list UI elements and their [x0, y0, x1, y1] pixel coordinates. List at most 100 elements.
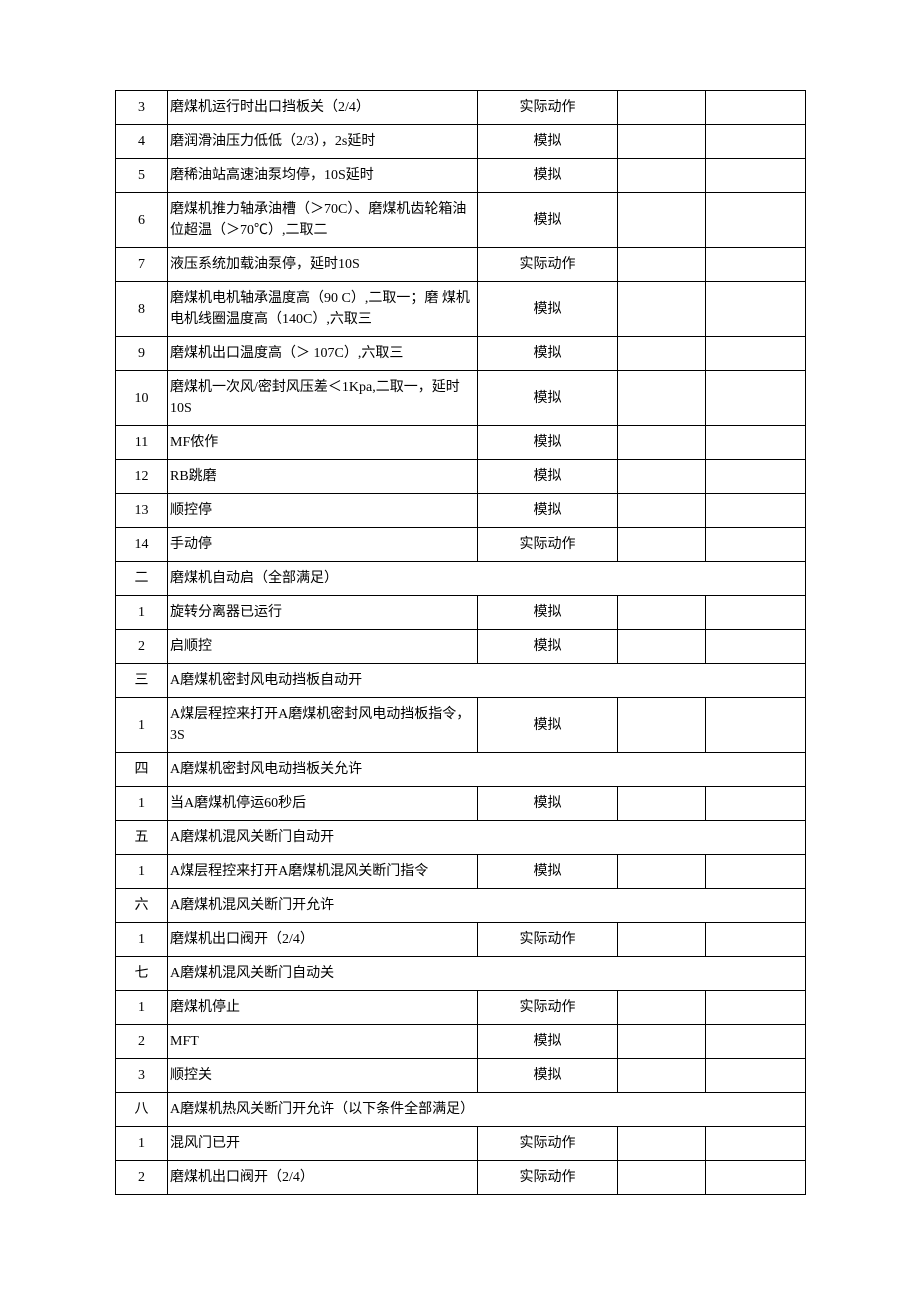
row-number: 13	[116, 494, 168, 528]
table-row: 10磨煤机一次风/密封风压差＜1Kpa,二取一，延时10S模拟	[116, 371, 806, 426]
row-description: A煤层程控来打开A磨煤机混风关断门指令	[168, 855, 478, 889]
row-empty-1	[618, 596, 706, 630]
table-row: 4磨润滑油压力低低（2/3），2s延时模拟	[116, 125, 806, 159]
row-description: 磨煤机电机轴承温度高（90 C）,二取一；磨 煤机电机线圈温度高（140C）,六…	[168, 282, 478, 337]
table-row: 六A磨煤机混风关断门开允许	[116, 889, 806, 923]
row-method: 模拟	[478, 282, 618, 337]
row-empty-2	[706, 528, 806, 562]
row-number: 1	[116, 698, 168, 753]
row-empty-1	[618, 426, 706, 460]
row-method: 模拟	[478, 460, 618, 494]
row-empty-1	[618, 159, 706, 193]
row-description: 磨煤机出口温度高（＞ 107C）,六取三	[168, 337, 478, 371]
table-row: 1旋转分离器已运行模拟	[116, 596, 806, 630]
row-description: 磨稀油站高速油泵均停，10S延时	[168, 159, 478, 193]
row-method: 实际动作	[478, 91, 618, 125]
table-row: 9磨煤机出口温度高（＞ 107C）,六取三模拟	[116, 337, 806, 371]
section-title: A磨煤机热风关断门开允许（以下条件全部满足）	[168, 1093, 806, 1127]
section-title: A磨煤机密封风电动挡板自动开	[168, 664, 806, 698]
row-empty-1	[618, 282, 706, 337]
row-empty-1	[618, 193, 706, 248]
row-number: 1	[116, 787, 168, 821]
table-row: 12RB跳磨模拟	[116, 460, 806, 494]
row-empty-2	[706, 596, 806, 630]
row-description: A煤层程控来打开A磨煤机密封风电动挡板指令，3S	[168, 698, 478, 753]
table-row: 三A磨煤机密封风电动挡板自动开	[116, 664, 806, 698]
row-empty-1	[618, 1059, 706, 1093]
row-number: 7	[116, 248, 168, 282]
row-empty-2	[706, 159, 806, 193]
row-method: 实际动作	[478, 923, 618, 957]
table-row: 11MF侬作模拟	[116, 426, 806, 460]
row-description: MF侬作	[168, 426, 478, 460]
row-number: 8	[116, 282, 168, 337]
row-number: 八	[116, 1093, 168, 1127]
table-row: 3磨煤机运行时出口挡板关（2/4）实际动作	[116, 91, 806, 125]
row-number: 3	[116, 1059, 168, 1093]
row-empty-2	[706, 991, 806, 1025]
row-empty-1	[618, 125, 706, 159]
row-description: 磨煤机一次风/密封风压差＜1Kpa,二取一，延时10S	[168, 371, 478, 426]
row-empty-2	[706, 460, 806, 494]
row-method: 模拟	[478, 371, 618, 426]
table-row: 13顺控停模拟	[116, 494, 806, 528]
table-row: 5磨稀油站高速油泵均停，10S延时模拟	[116, 159, 806, 193]
table-row: 1A煤层程控来打开A磨煤机混风关断门指令模拟	[116, 855, 806, 889]
row-description: 磨煤机推力轴承油槽（＞70C）、磨煤机齿轮箱油位超温（＞70℃）,二取二	[168, 193, 478, 248]
row-method: 模拟	[478, 159, 618, 193]
row-description: 磨煤机出口阀开（2/4）	[168, 923, 478, 957]
row-number: 2	[116, 1025, 168, 1059]
row-description: 混风门已开	[168, 1127, 478, 1161]
row-method: 模拟	[478, 787, 618, 821]
row-number: 6	[116, 193, 168, 248]
row-empty-1	[618, 630, 706, 664]
row-number: 10	[116, 371, 168, 426]
row-empty-2	[706, 698, 806, 753]
row-number: 12	[116, 460, 168, 494]
row-method: 实际动作	[478, 991, 618, 1025]
row-method: 模拟	[478, 193, 618, 248]
row-number: 1	[116, 1127, 168, 1161]
row-empty-1	[618, 528, 706, 562]
row-method: 实际动作	[478, 248, 618, 282]
table-row: 14手动停实际动作	[116, 528, 806, 562]
row-number: 11	[116, 426, 168, 460]
row-method: 模拟	[478, 855, 618, 889]
table-row: 6磨煤机推力轴承油槽（＞70C）、磨煤机齿轮箱油位超温（＞70℃）,二取二模拟	[116, 193, 806, 248]
row-empty-2	[706, 1127, 806, 1161]
row-method: 实际动作	[478, 1127, 618, 1161]
row-empty-2	[706, 371, 806, 426]
row-empty-1	[618, 91, 706, 125]
row-method: 模拟	[478, 1059, 618, 1093]
row-method: 模拟	[478, 494, 618, 528]
row-empty-1	[618, 248, 706, 282]
row-empty-1	[618, 337, 706, 371]
row-method: 模拟	[478, 125, 618, 159]
row-number: 1	[116, 855, 168, 889]
row-description: 顺控停	[168, 494, 478, 528]
row-method: 模拟	[478, 698, 618, 753]
table-row: 7液压系统加载油泵停，延时10S实际动作	[116, 248, 806, 282]
row-method: 模拟	[478, 1025, 618, 1059]
row-number: 二	[116, 562, 168, 596]
table-row: 1磨煤机停止实际动作	[116, 991, 806, 1025]
row-empty-1	[618, 991, 706, 1025]
row-empty-2	[706, 337, 806, 371]
row-empty-2	[706, 248, 806, 282]
table-row: 2MFT模拟	[116, 1025, 806, 1059]
table-row: 3顺控关模拟	[116, 1059, 806, 1093]
row-empty-2	[706, 855, 806, 889]
row-empty-2	[706, 923, 806, 957]
row-method: 实际动作	[478, 1161, 618, 1195]
row-empty-1	[618, 1161, 706, 1195]
row-number: 1	[116, 596, 168, 630]
row-description: 手动停	[168, 528, 478, 562]
row-empty-1	[618, 855, 706, 889]
row-empty-2	[706, 630, 806, 664]
row-empty-1	[618, 923, 706, 957]
row-empty-1	[618, 1025, 706, 1059]
row-number: 9	[116, 337, 168, 371]
row-empty-1	[618, 698, 706, 753]
row-number: 五	[116, 821, 168, 855]
row-empty-1	[618, 460, 706, 494]
